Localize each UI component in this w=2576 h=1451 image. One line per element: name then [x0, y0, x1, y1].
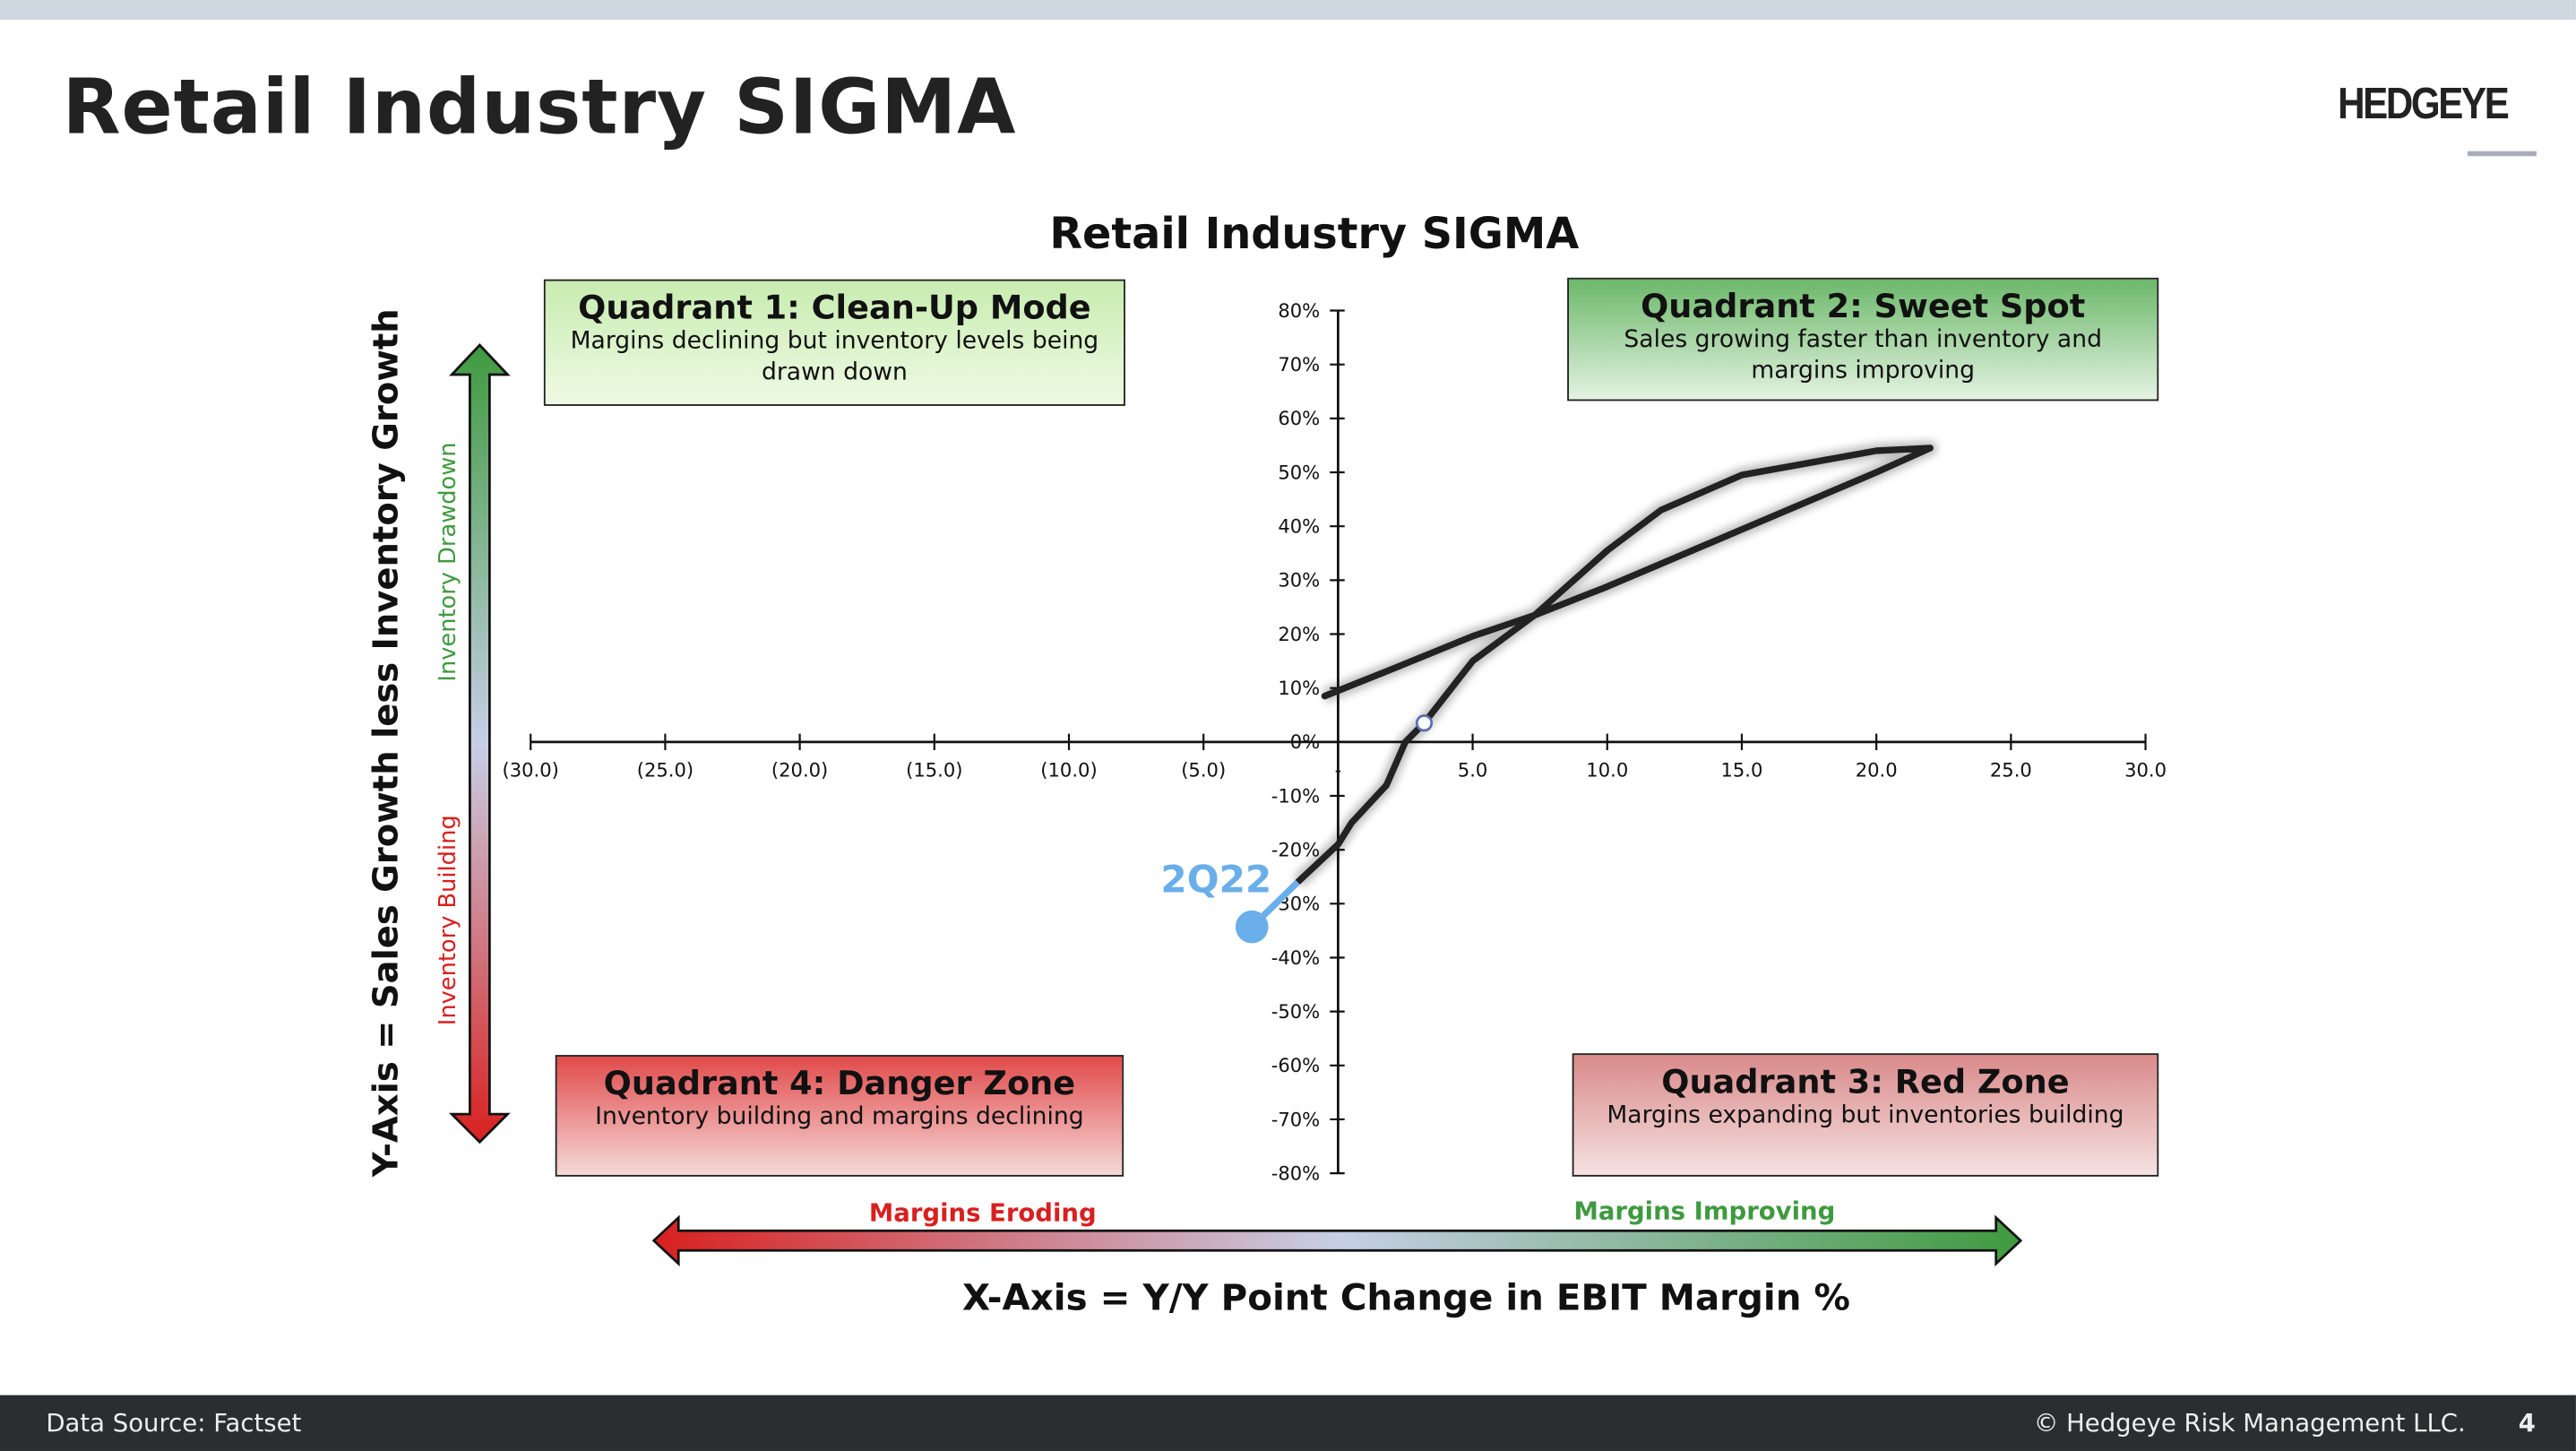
latest-point-2q22 [1235, 910, 1269, 944]
x-tick-label: 20.0 [1856, 758, 1898, 781]
quadrant-1-box: Quadrant 1: Clean-Up Mode Margins declin… [543, 279, 1125, 406]
x-tick-label: (25.0) [637, 758, 694, 781]
y-tick-label: 0% [1290, 730, 1320, 753]
data-source: Data Source: Factset [46, 1408, 302, 1438]
margins-improving-label: Margins Improving [1573, 1196, 1836, 1226]
x-tick-label: 30.0 [2124, 758, 2167, 781]
inventory-drawdown-label: Inventory Drawdown [435, 442, 462, 682]
x-tick-label: 25.0 [1990, 758, 2032, 781]
latest-point-label: 2Q22 [1160, 858, 1271, 902]
y-tick-label: -70% [1271, 1108, 1320, 1130]
y-tick-label: 40% [1278, 515, 1320, 538]
y-tick-label: -50% [1271, 1000, 1320, 1023]
x-tick-label: (20.0) [771, 758, 828, 781]
quadrant-1-title: Quadrant 1: Clean-Up Mode [578, 287, 1091, 327]
hedgeye-logo: HEDGEYE [2338, 79, 2510, 129]
x-tick-label: 10.0 [1586, 758, 1628, 781]
x-tick-label: - [1335, 758, 1342, 781]
x-tick-label: 5.0 [1458, 758, 1488, 781]
quadrant-2-desc: Sales growing faster than inventory and … [1624, 326, 2102, 385]
quadrant-2-box: Quadrant 2: Sweet Spot Sales growing fas… [1567, 277, 2159, 402]
x-tick-label: (15.0) [906, 758, 962, 781]
quadrant-3-title: Quadrant 3: Red Zone [1661, 1061, 2070, 1101]
quadrant-4-box: Quadrant 4: Danger Zone Inventory buildi… [555, 1055, 1124, 1177]
horizontal-gradient-arrow [651, 1214, 2023, 1267]
y-tick-label: -40% [1271, 946, 1320, 969]
series-line-shadow [1292, 440, 1938, 888]
series-line [1294, 445, 1934, 885]
top-bar [0, 0, 2576, 21]
y-tick-label: 80% [1278, 299, 1320, 322]
y-tick-label: 70% [1278, 353, 1320, 376]
y-tick-label: 60% [1278, 407, 1320, 429]
y-tick-label: -80% [1271, 1162, 1320, 1184]
y-axis-label: Y-Axis = Sales Growth less Inventory Gro… [366, 308, 406, 1178]
x-tick-label: 15.0 [1720, 758, 1762, 781]
y-tick-label: 50% [1278, 461, 1320, 483]
footer: Data Source: Factset © Hedgeye Risk Mana… [0, 1395, 2576, 1451]
y-tick-label: -20% [1271, 838, 1320, 860]
inventory-building-label: Inventory Building [435, 815, 462, 1026]
page-title: Retail Industry SIGMA [62, 62, 1017, 151]
chart-title: Retail Industry SIGMA [1049, 210, 1580, 260]
y-tick-label: 10% [1278, 677, 1320, 699]
x-tick-label: (10.0) [1040, 758, 1097, 781]
x-axis-label: X-Axis = Y/Y Point Change in EBIT Margin… [961, 1278, 1850, 1320]
y-tick-label: 20% [1278, 623, 1320, 645]
y-tick-label: -10% [1271, 784, 1320, 807]
quadrant-1-desc: Margins declining but inventory levels b… [570, 328, 1099, 386]
quadrant-2-title: Quadrant 2: Sweet Spot [1641, 286, 2086, 326]
quadrant-4-title: Quadrant 4: Danger Zone [603, 1063, 1076, 1103]
hollow-marker [1415, 714, 1434, 732]
vertical-gradient-arrow [448, 343, 511, 1144]
margins-eroding-label: Margins Eroding [868, 1197, 1097, 1228]
y-tick-label: 30% [1278, 569, 1320, 592]
logo-underline [2467, 151, 2537, 157]
x-tick-label: (30.0) [503, 758, 559, 781]
quadrant-4-desc: Inventory building and margins declining [595, 1104, 1084, 1131]
x-tick-label: (5.0) [1181, 758, 1226, 781]
copyright: © Hedgeye Risk Management LLC. [2033, 1408, 2466, 1438]
y-tick-label: -60% [1271, 1054, 1320, 1076]
quadrant-3-box: Quadrant 3: Red Zone Margins expanding b… [1572, 1053, 2159, 1177]
quadrant-3-desc: Margins expanding but inventories buildi… [1607, 1102, 2124, 1129]
page-number: 4 [2518, 1408, 2536, 1438]
